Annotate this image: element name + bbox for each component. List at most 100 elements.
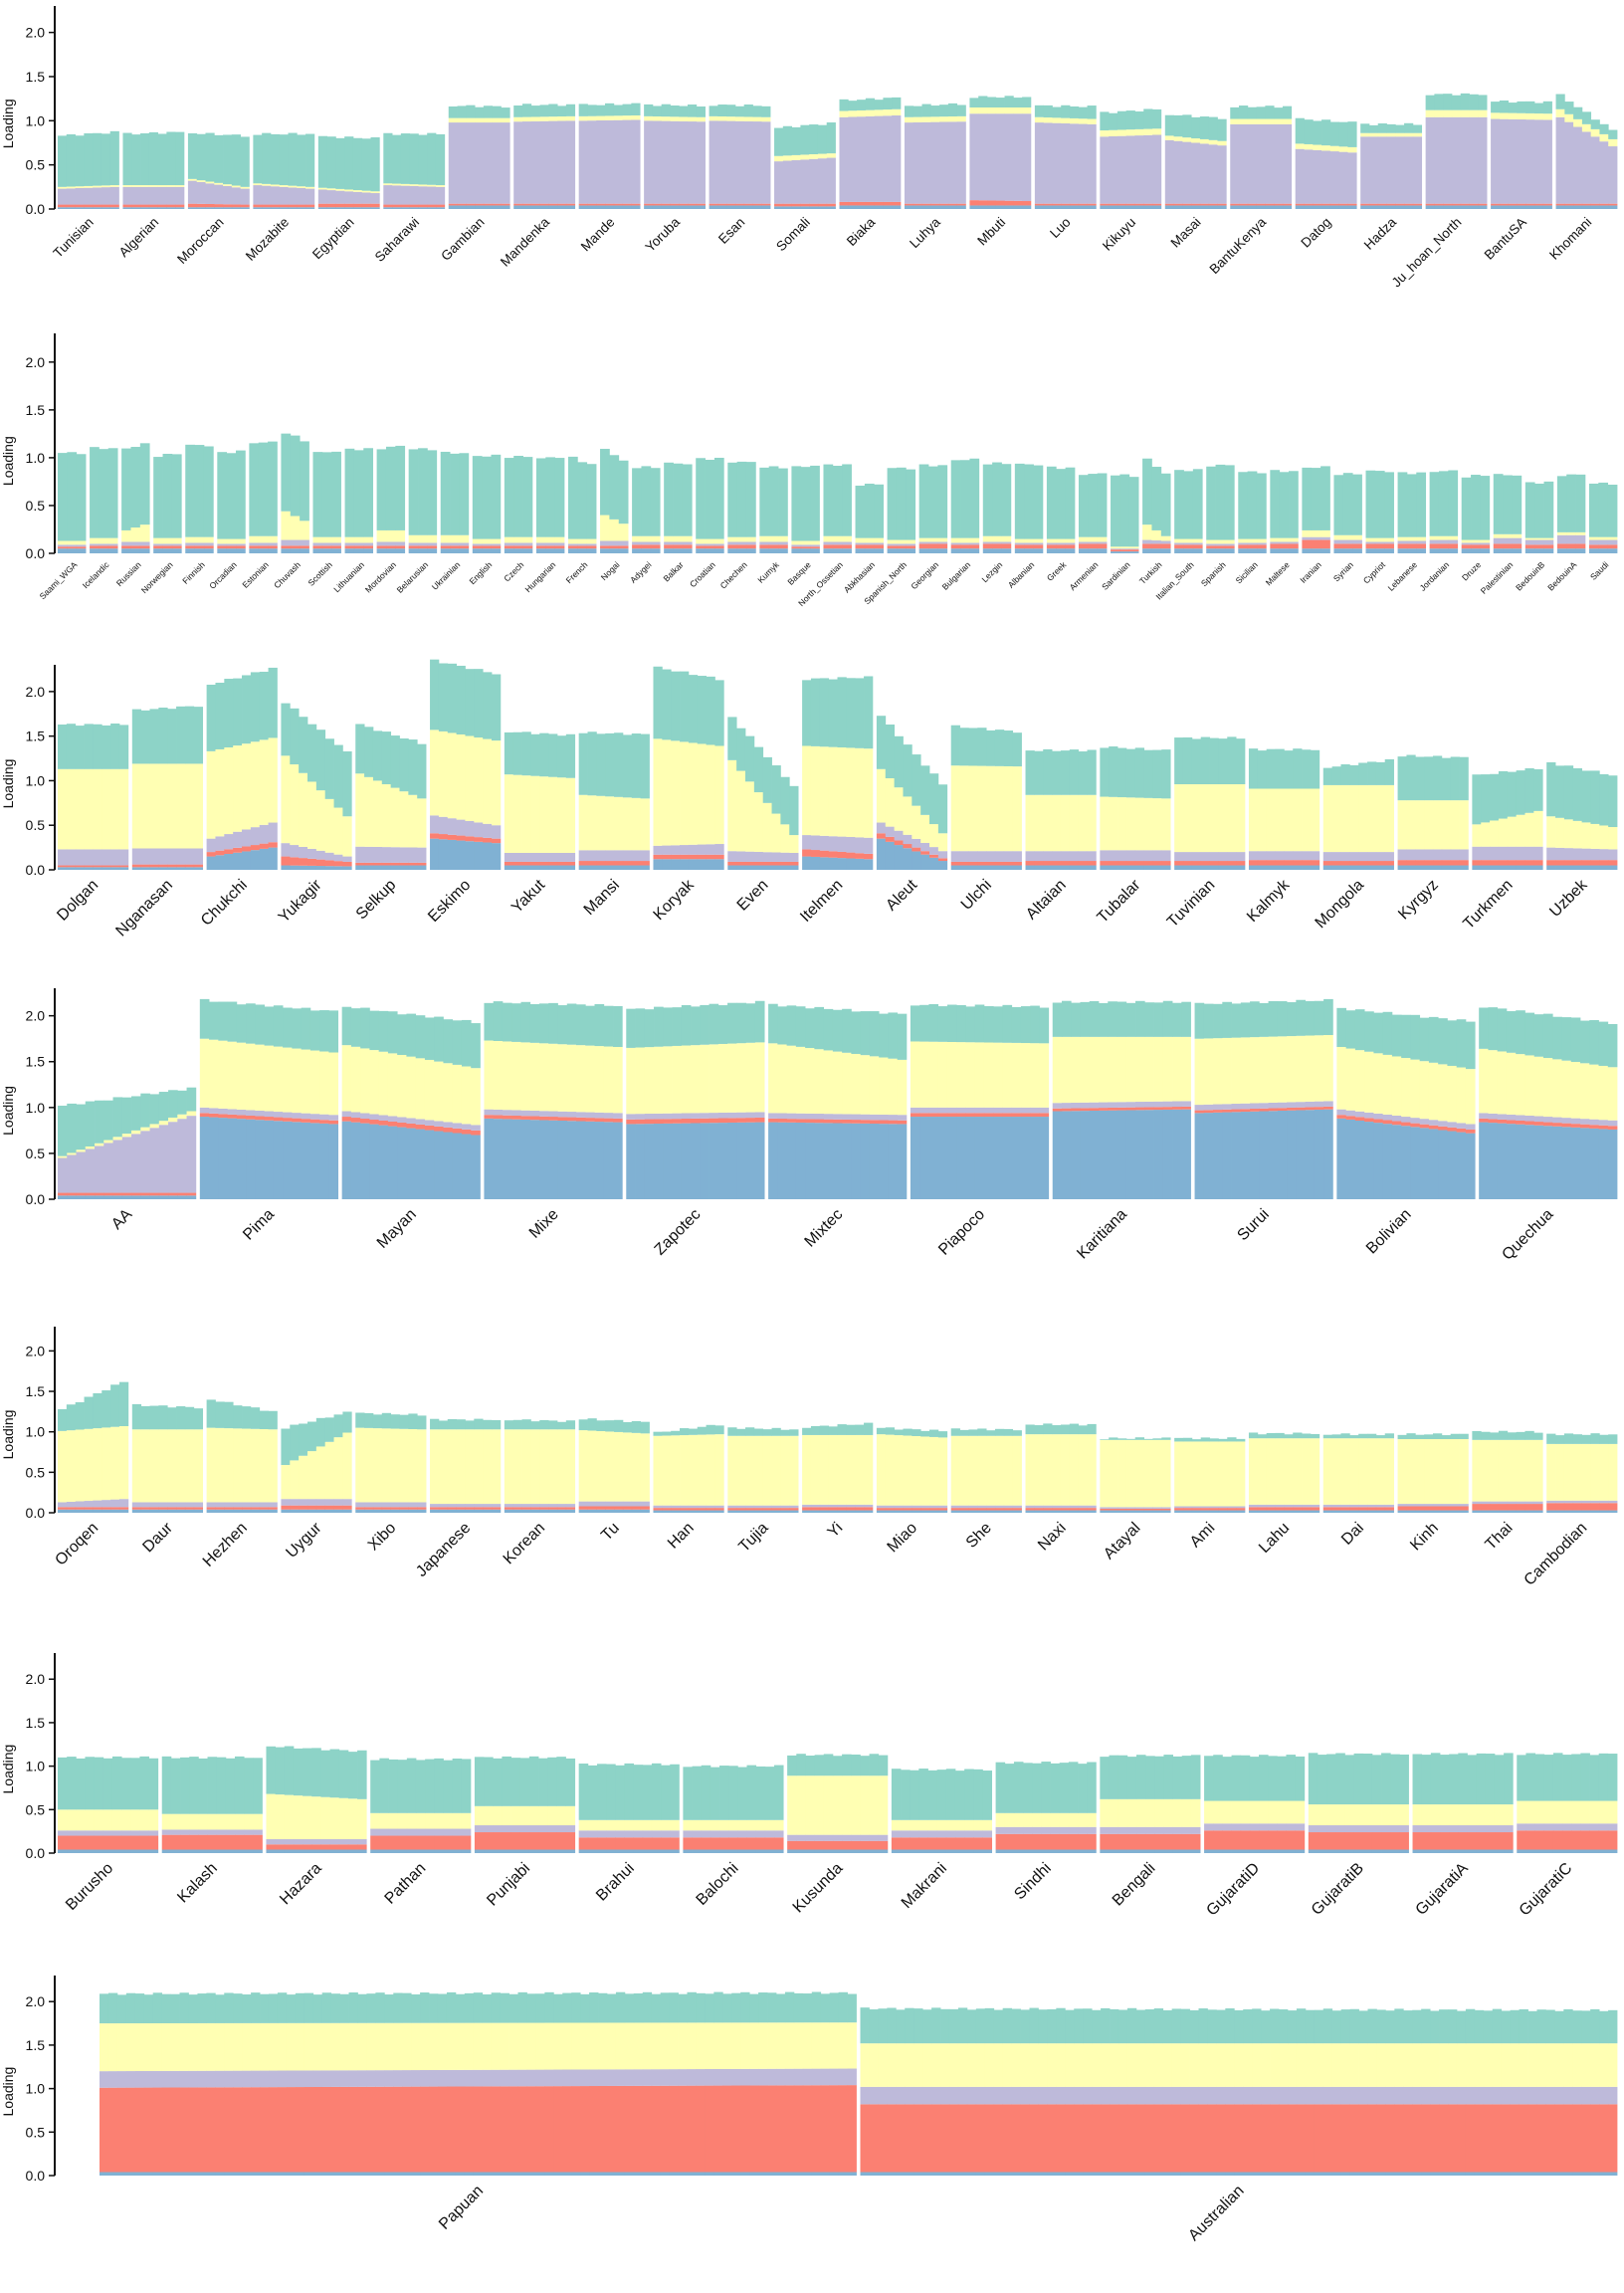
- segment-component-5: [109, 130, 119, 186]
- segment-component-1: [1384, 1510, 1394, 1513]
- segment-component-3: [939, 121, 949, 204]
- segment-component-3: [1498, 1501, 1509, 1505]
- segment-component-4: [1030, 1043, 1040, 1108]
- segment-component-2: [1304, 203, 1314, 206]
- segment-component-1: [1060, 865, 1071, 870]
- segment-component-2: [585, 1118, 595, 1122]
- segment-component-2: [1020, 1113, 1031, 1118]
- segment-component-2: [1563, 860, 1574, 866]
- segment-component-2: [1152, 203, 1162, 206]
- segment-component-4: [653, 1435, 663, 1506]
- segment-component-1: [99, 548, 109, 553]
- segment-component-4: [640, 798, 650, 851]
- segment-component-5: [986, 730, 996, 766]
- segment-component-1: [502, 1119, 512, 1199]
- segment-component-3: [1004, 113, 1014, 201]
- segment-component-3: [1059, 1826, 1070, 1834]
- segment-component-2: [1014, 544, 1025, 549]
- segment-component-3: [1588, 539, 1599, 545]
- segment-component-2: [1033, 544, 1044, 549]
- segment-component-2: [662, 1508, 672, 1511]
- segment-component-4: [773, 1819, 784, 1831]
- segment-component-1: [1289, 548, 1299, 553]
- segment-component-2: [538, 1116, 549, 1121]
- segment-component-3: [632, 541, 642, 545]
- segment-component-2: [622, 203, 632, 206]
- segment-component-2: [1323, 1106, 1333, 1110]
- segment-component-3: [76, 1151, 87, 1193]
- segment-component-4: [452, 1812, 463, 1829]
- segment-component-2: [973, 1837, 983, 1850]
- segment-component-2: [1590, 1503, 1600, 1511]
- segment-component-1: [521, 1509, 531, 1513]
- segment-component-4: [1481, 822, 1491, 847]
- segment-component-5: [216, 1757, 227, 1814]
- segment-component-5: [1384, 758, 1394, 785]
- population-Piapoco: [910, 1003, 1050, 1199]
- segment-component-2: [1012, 861, 1022, 866]
- segment-component-1: [1384, 548, 1394, 553]
- segment-component-2: [305, 204, 315, 208]
- segment-component-4: [605, 1431, 615, 1502]
- x-tick-label: Chukchi: [198, 877, 251, 930]
- segment-component-3: [1041, 1826, 1051, 1834]
- segment-component-2: [1481, 860, 1491, 866]
- segment-component-1: [1052, 865, 1062, 870]
- segment-component-3: [837, 1504, 847, 1508]
- segment-component-2: [855, 853, 865, 859]
- segment-component-4: [1543, 537, 1554, 540]
- segment-component-5: [1087, 749, 1097, 795]
- segment-component-3: [1002, 1107, 1013, 1114]
- segment-component-3: [75, 849, 85, 866]
- segment-component-1: [483, 205, 494, 209]
- segment-component-3: [250, 1502, 261, 1508]
- segment-component-2: [1087, 1833, 1097, 1850]
- segment-component-2: [1181, 1106, 1191, 1110]
- segment-component-5: [709, 105, 718, 116]
- segment-component-1: [1043, 1510, 1053, 1513]
- segment-component-5: [427, 132, 437, 185]
- segment-component-5: [557, 105, 567, 117]
- segment-component-4: [1224, 539, 1235, 544]
- segment-component-5: [1364, 1011, 1374, 1052]
- segment-component-5: [1499, 100, 1510, 113]
- segment-component-4: [1342, 534, 1353, 540]
- segment-component-4: [474, 1429, 484, 1505]
- segment-component-2: [1406, 543, 1417, 549]
- segment-component-1: [249, 548, 260, 553]
- segment-component-4: [791, 540, 802, 545]
- segment-component-4: [1100, 796, 1110, 851]
- segment-component-5: [493, 1001, 504, 1041]
- segment-component-1: [1227, 865, 1237, 870]
- segment-component-1: [832, 1123, 843, 1199]
- segment-component-2: [736, 861, 746, 866]
- segment-component-5: [1203, 1003, 1214, 1039]
- population-Abkhasian: [855, 483, 884, 553]
- segment-component-2: [576, 1117, 586, 1122]
- segment-component-5: [309, 1010, 320, 1051]
- segment-component-4: [1384, 1438, 1394, 1505]
- segment-component-3: [148, 1830, 159, 1836]
- x-tick-label: Even: [734, 877, 772, 915]
- segment-component-2: [1459, 860, 1469, 866]
- segment-component-1: [937, 861, 948, 870]
- segment-component-4: [329, 1797, 340, 1840]
- population-Iranian: [1302, 466, 1330, 553]
- segment-component-1: [548, 1509, 558, 1513]
- segment-component-3: [418, 542, 428, 546]
- segment-component-3: [350, 1112, 361, 1119]
- segment-component-5: [837, 677, 847, 748]
- segment-component-1: [1046, 548, 1057, 553]
- segment-component-1: [376, 548, 387, 553]
- segment-component-5: [1182, 114, 1192, 138]
- segment-component-3: [1100, 850, 1110, 862]
- segment-component-5: [253, 1758, 263, 1814]
- segment-component-3: [1270, 541, 1281, 544]
- y-tick-label: 2.0: [26, 1008, 46, 1024]
- segment-component-1: [370, 1849, 380, 1853]
- segment-component-4: [227, 1041, 238, 1110]
- segment-component-5: [347, 1752, 358, 1799]
- segment-component-1: [885, 841, 896, 870]
- segment-component-5: [435, 133, 446, 186]
- segment-component-2: [1125, 203, 1135, 206]
